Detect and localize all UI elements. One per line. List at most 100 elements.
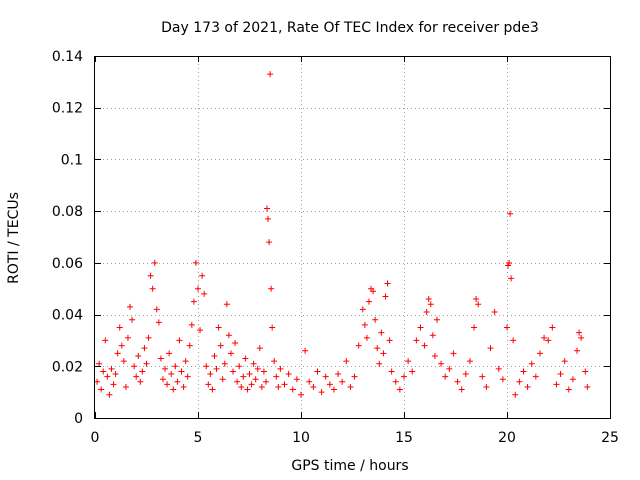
data-point — [382, 293, 389, 300]
data-point — [114, 350, 121, 357]
data-point — [267, 71, 274, 78]
data-point — [215, 324, 222, 331]
data-point — [516, 378, 523, 385]
data-point — [335, 371, 342, 378]
data-point — [505, 262, 512, 269]
data-point — [423, 308, 430, 315]
data-point — [143, 360, 150, 367]
data-point — [293, 376, 300, 383]
data-point — [504, 324, 510, 331]
data-point — [195, 285, 201, 292]
data-point — [155, 319, 162, 326]
data-point — [166, 350, 173, 357]
data-point — [168, 371, 175, 378]
data-point — [188, 321, 195, 328]
data-point — [250, 360, 257, 367]
data-point — [491, 308, 498, 315]
data-point — [238, 383, 245, 390]
data-point — [388, 368, 395, 375]
data-point — [378, 329, 385, 336]
x-tick-labels: 0 5 10 15 20 25 — [91, 430, 619, 446]
data-point — [475, 301, 482, 308]
data-point — [186, 342, 193, 349]
data-point — [129, 316, 136, 323]
data-point — [479, 373, 486, 380]
x-tick-label: 10 — [292, 430, 310, 446]
data-point — [351, 373, 358, 380]
data-point — [120, 358, 127, 365]
data-point — [532, 373, 539, 380]
data-point — [446, 365, 453, 372]
data-point — [438, 360, 445, 367]
data-point — [549, 324, 556, 331]
data-point — [380, 350, 387, 357]
y-tick-label: 0.08 — [52, 204, 83, 220]
data-point — [122, 383, 129, 390]
data-point — [370, 288, 377, 295]
data-point — [135, 352, 142, 359]
data-point — [442, 373, 449, 380]
data-point — [326, 381, 333, 388]
data-point — [473, 296, 480, 303]
data-point — [289, 386, 296, 393]
data-point — [170, 386, 177, 393]
data-point — [318, 389, 325, 396]
data-point — [569, 376, 576, 383]
data-point — [197, 327, 204, 334]
data-point — [260, 368, 267, 375]
data-point — [374, 345, 381, 352]
data-point — [322, 373, 329, 380]
data-point — [339, 378, 346, 385]
data-point — [203, 363, 210, 370]
data-point — [236, 363, 243, 370]
data-point — [458, 386, 465, 393]
x-tick-label: 15 — [395, 430, 413, 446]
data-point — [574, 347, 581, 354]
data-point — [98, 386, 105, 393]
data-point — [462, 371, 469, 378]
data-point — [507, 210, 514, 217]
y-tick-label: 0.1 — [61, 152, 83, 168]
data-point — [254, 365, 261, 372]
data-point — [409, 368, 416, 375]
data-point — [133, 373, 140, 380]
data-point — [176, 337, 183, 344]
data-point — [429, 332, 436, 339]
data-point — [266, 239, 273, 246]
data-point — [256, 345, 263, 352]
x-axis-title: GPS time / hours — [291, 458, 408, 474]
data-point — [139, 368, 146, 375]
data-point — [392, 378, 399, 385]
y-tick-label: 0.02 — [52, 359, 83, 375]
data-point — [302, 347, 309, 354]
data-point — [164, 381, 171, 388]
data-point — [124, 334, 131, 341]
data-point — [201, 290, 208, 297]
data-point — [557, 371, 564, 378]
data-point — [137, 378, 144, 385]
data-point — [584, 383, 591, 390]
data-point — [361, 321, 368, 328]
data-point — [223, 301, 230, 308]
data-point — [499, 376, 506, 383]
data-point — [205, 381, 212, 388]
y-tick-labels: 0 0.02 0.04 0.06 0.08 0.1 0.12 0.14 — [52, 49, 83, 427]
data-point — [209, 386, 216, 393]
data-point — [512, 391, 519, 398]
data-point — [431, 352, 438, 359]
data-point — [487, 345, 494, 352]
y-tick-label: 0.04 — [52, 308, 83, 324]
data-point — [180, 383, 187, 390]
x-tick-label: 5 — [194, 430, 203, 446]
data-point — [192, 259, 199, 266]
data-point — [199, 272, 206, 279]
data-point — [110, 381, 117, 388]
data-point — [433, 316, 440, 323]
x-tick-label: 0 — [91, 430, 100, 446]
ticks-layer — [95, 56, 611, 419]
data-point — [271, 358, 278, 365]
data-point — [417, 324, 424, 331]
data-point — [396, 386, 403, 393]
data-point — [178, 368, 185, 375]
